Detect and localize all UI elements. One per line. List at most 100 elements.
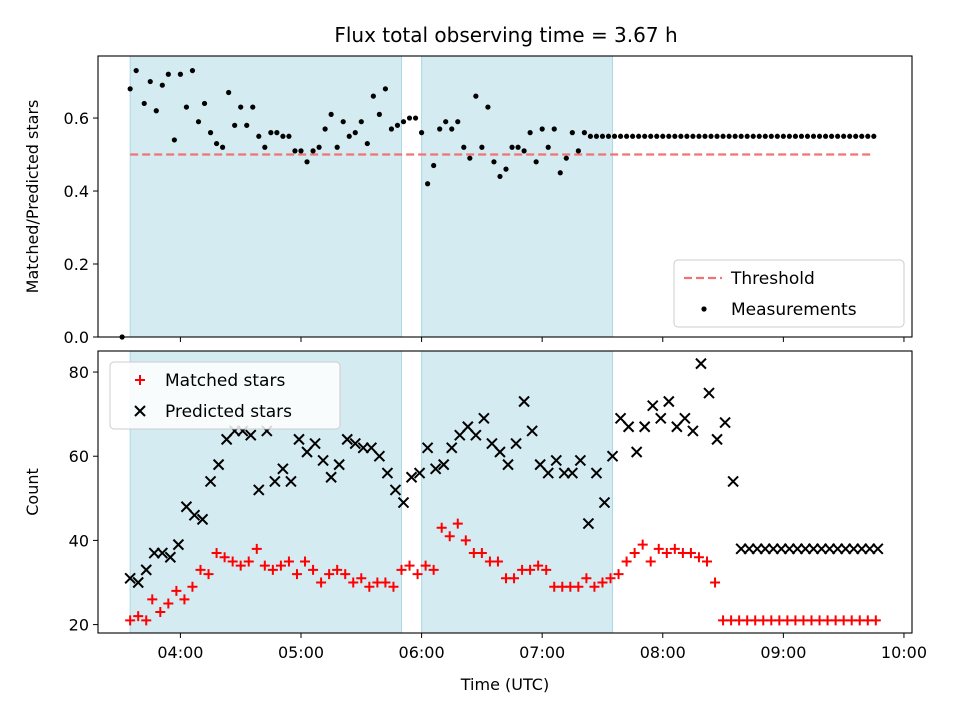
x-tick-label: 07:00 [519, 643, 565, 662]
y-tick-label: 0.6 [64, 109, 89, 128]
data-point [413, 467, 426, 479]
data-point [756, 133, 762, 139]
data-point [669, 543, 680, 554]
data-point [389, 484, 402, 496]
data-point [328, 111, 334, 117]
data-point [581, 130, 587, 136]
data-point [606, 450, 619, 462]
data-point [550, 454, 562, 467]
data-point [156, 547, 169, 559]
data-point [449, 126, 455, 132]
data-point [219, 552, 230, 563]
data-point [703, 387, 715, 399]
data-point [702, 133, 708, 139]
data-point [672, 133, 678, 139]
data-point [285, 475, 297, 488]
data-point [283, 556, 294, 567]
data-point [133, 611, 144, 622]
data-point [316, 577, 327, 588]
data-point [661, 548, 672, 559]
data-point [870, 615, 881, 626]
data-point [663, 395, 675, 408]
data-point [124, 572, 136, 584]
data-point [262, 144, 268, 150]
data-point [621, 556, 632, 567]
legend-matched-swatch [135, 375, 145, 385]
data-point [220, 144, 226, 150]
legend-predicted-swatch [134, 405, 146, 417]
data-point [526, 425, 538, 437]
data-point [412, 569, 423, 580]
data-point [491, 159, 497, 165]
data-point [226, 89, 232, 96]
data-point [332, 564, 343, 575]
axes-frame [97, 55, 913, 338]
data-point [352, 130, 358, 136]
data-point [455, 119, 461, 125]
data-point [179, 594, 190, 605]
data-point [690, 133, 696, 139]
data-point [587, 133, 594, 139]
data-point [421, 442, 434, 454]
y-tick-label: 60 [69, 447, 89, 466]
data-point [444, 531, 455, 542]
data-point [308, 564, 319, 575]
data-point [245, 429, 257, 441]
data-point [291, 569, 302, 580]
x-axis-label: Time (UTC) [460, 675, 549, 694]
data-point [172, 538, 185, 551]
data-point [141, 100, 147, 107]
data-point [786, 133, 792, 139]
x-tick-label: 08:00 [640, 643, 686, 662]
data-point [666, 133, 672, 139]
data-point [509, 144, 515, 150]
data-point [714, 133, 720, 139]
data-point [213, 140, 220, 147]
data-point [412, 115, 419, 121]
series-1 [124, 357, 884, 589]
data-point [696, 133, 702, 139]
data-point [545, 144, 551, 150]
data-point [859, 133, 865, 139]
data-point [212, 458, 225, 471]
legend-box [673, 259, 905, 328]
data-point [250, 104, 256, 110]
data-point [346, 133, 352, 139]
data-point [510, 437, 522, 450]
data-point [267, 564, 278, 575]
data-point [647, 400, 659, 412]
data-point [286, 133, 292, 139]
y-tick-label: 20 [69, 616, 89, 635]
data-point [188, 509, 201, 521]
data-point [235, 560, 246, 571]
data-point [816, 133, 823, 139]
data-point [382, 86, 389, 92]
data-point [404, 560, 415, 571]
data-point [253, 484, 265, 496]
data-point [425, 181, 431, 187]
data-point [380, 577, 391, 588]
x-tick-label: 04:00 [157, 643, 203, 662]
data-point [563, 155, 569, 161]
data-point [431, 162, 437, 169]
data-point [376, 111, 382, 117]
data-point [678, 133, 684, 139]
data-point [333, 458, 345, 471]
data-point [660, 133, 666, 139]
data-point [187, 581, 198, 592]
data-point [847, 133, 853, 139]
data-point [268, 130, 274, 136]
data-point [515, 144, 521, 150]
data-point [310, 148, 316, 154]
data-point [822, 133, 829, 139]
data-point [590, 467, 603, 479]
data-point [293, 433, 305, 446]
data-point [518, 395, 530, 408]
data-point [539, 126, 545, 132]
data-point [155, 606, 166, 617]
data-point [685, 548, 696, 559]
data-point [147, 78, 153, 85]
x-tick-label: 10:00 [881, 643, 927, 662]
data-point [835, 133, 841, 139]
